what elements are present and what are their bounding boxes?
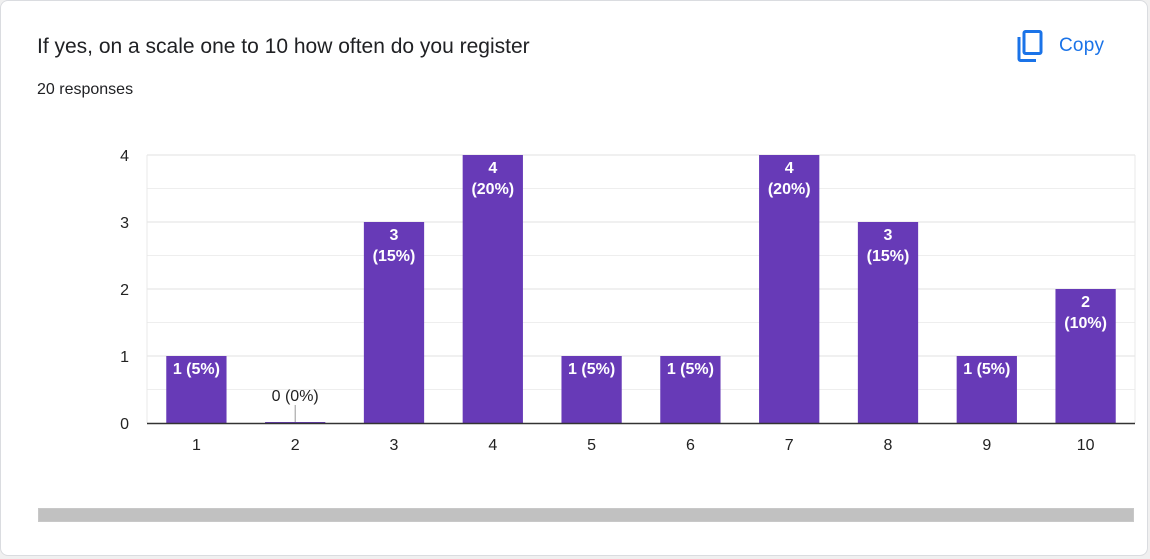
x-tick-label: 1: [192, 437, 201, 454]
data-label: 0 (0%): [272, 388, 319, 405]
bar[interactable]: [363, 222, 425, 423]
bar[interactable]: [1055, 289, 1116, 423]
bar[interactable]: [561, 356, 622, 423]
y-tick-label: 3: [120, 215, 129, 232]
x-tick-label: 2: [291, 437, 300, 454]
data-label: (15%): [373, 248, 416, 265]
y-tick-label: 0: [120, 416, 129, 433]
x-tick-label: 5: [587, 437, 596, 454]
bar[interactable]: [660, 356, 721, 423]
data-label: 2: [1081, 294, 1090, 311]
data-label: 1 (5%): [667, 361, 714, 378]
bar[interactable]: [956, 356, 1017, 423]
bar[interactable]: [462, 155, 523, 423]
x-tick-label: 10: [1077, 437, 1095, 454]
x-tick-label: 7: [785, 437, 794, 454]
data-label: 1 (5%): [568, 361, 615, 378]
scrollbar-thumb[interactable]: [39, 509, 1133, 521]
data-label: 3: [884, 227, 893, 244]
data-label: 4: [488, 160, 497, 177]
data-label: (20%): [768, 181, 811, 198]
data-label: 1 (5%): [963, 361, 1010, 378]
bar-chart: 0 1 2 3 4 1 (5%) 1 0 (0%) 2 3 (15%) 3 4 (20%) 4 1 (5%) 5…: [120, 148, 1136, 454]
y-tick-label: 2: [120, 282, 129, 299]
copy-icon: [1017, 30, 1043, 62]
data-label: (20%): [471, 181, 514, 198]
x-tick-label: 6: [686, 437, 695, 454]
bar[interactable]: [759, 155, 820, 423]
copy-chart-button[interactable]: Copy: [1009, 27, 1112, 65]
y-tick-label: 1: [120, 349, 129, 366]
data-label: (15%): [867, 248, 910, 265]
question-title: If yes, on a scale one to 10 how often d…: [37, 35, 530, 58]
response-count: 20 responses: [37, 81, 134, 98]
data-label: 4: [785, 160, 794, 177]
data-label: 1 (5%): [173, 361, 220, 378]
data-label: (10%): [1064, 315, 1107, 332]
x-tick-label: 4: [488, 437, 497, 454]
horizontal-scrollbar[interactable]: [38, 508, 1134, 522]
data-label: 3: [390, 227, 399, 244]
x-tick-label: 9: [982, 437, 991, 454]
bar[interactable]: [265, 422, 326, 423]
copy-label: Copy: [1059, 35, 1105, 56]
x-tick-label: 8: [884, 437, 893, 454]
x-tick-label: 3: [390, 437, 399, 454]
bar[interactable]: [166, 356, 227, 423]
y-tick-label: 4: [120, 148, 129, 165]
bar[interactable]: [857, 222, 919, 423]
